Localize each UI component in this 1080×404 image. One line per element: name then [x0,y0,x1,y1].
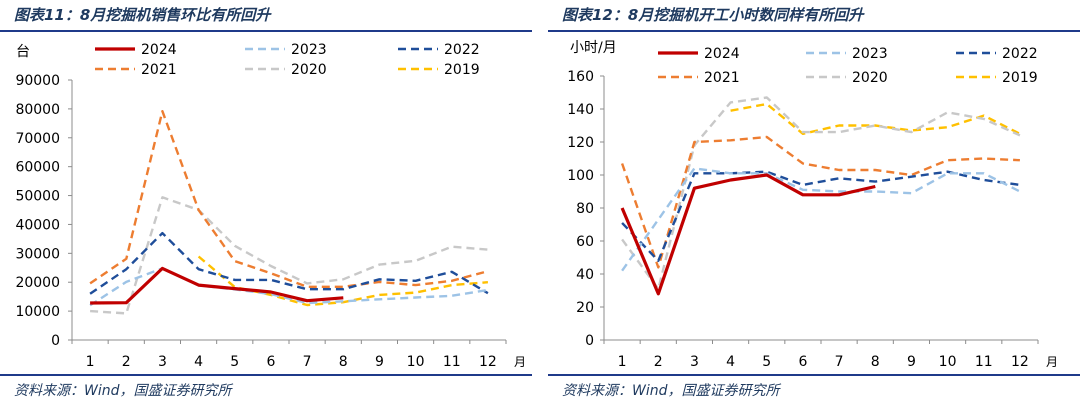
x-tick-label: 4 [194,354,203,370]
series-line-2020 [90,196,488,315]
x-tick-label: 10 [939,354,957,370]
legend-label-2019: 2019 [444,62,480,78]
y-tick-label: 70000 [15,131,60,147]
x-tick-label: 10 [407,354,425,370]
series-line-2019 [730,102,1021,136]
x-tick-label: 9 [375,354,384,370]
y-axis-label: 台 [16,44,30,60]
y-tick-label: 20000 [15,275,60,291]
y-tick-label: 40 [576,267,594,283]
y-tick-label: 10000 [15,304,60,320]
y-tick-label: 60 [576,234,594,250]
x-tick-label: 3 [158,354,167,370]
chart-panel-left: 图表11：8月挖掘机销售环比有所回升 0 10000 20000 30000 40000… [0,0,532,404]
legend-label-2022: 2022 [444,42,480,58]
y-tick-label: 160 [567,69,594,85]
y-tick-label: 100 [567,168,594,184]
x-tick-label: 1 [86,354,95,370]
x-tick-label: 5 [230,354,239,370]
y-tick-label: 60000 [15,160,60,176]
x-tick-label: 7 [835,354,844,370]
x-tick-label: 8 [339,354,348,370]
series-line-2024 [90,266,344,305]
source-rule [0,374,532,376]
x-tick-label: 11 [975,354,993,370]
x-tick-label: 11 [443,354,461,370]
legend-label-2021: 2021 [141,62,177,78]
x-tick-label: 8 [871,354,880,370]
legend-label-2023: 2023 [291,42,327,58]
y-tick-label: 20 [576,300,594,316]
y-tick-label: 40000 [15,217,60,233]
source-rule [548,374,1080,376]
panel-title: 图表11：8月挖掘机销售环比有所回升 [14,6,271,24]
y-tick-label: 80 [576,201,594,217]
y-tick-label: 90000 [15,73,60,89]
legend-label-2022: 2022 [1002,46,1038,62]
chart-panel-right: 图表12：8月挖掘机开工小时数同样有所回升 0 20 40 60 80 100 120 140… [548,0,1080,404]
source-note: 资料来源：Wind，国盛证券研究所 [562,383,780,399]
legend-label-2020: 2020 [291,62,327,78]
x-tick-label: 2 [122,354,131,370]
x-axis-label: 月 [1046,355,1058,369]
title-rule [548,30,1080,32]
x-tick-label: 7 [303,354,312,370]
series-line-2024 [620,173,876,296]
x-tick-label: 2 [654,354,663,370]
x-tick-label: 1 [618,354,627,370]
x-tick-label: 12 [479,354,497,370]
series-line-2021 [620,135,1020,269]
y-tick-label: 0 [51,333,60,349]
x-tick-label: 4 [726,354,735,370]
x-tick-label: 6 [798,354,807,370]
x-tick-label: 3 [690,354,699,370]
legend-label-2024: 2024 [141,42,177,58]
series-line-2020 [621,96,1021,291]
legend-label-2021: 2021 [704,70,740,86]
series-line-2023 [621,167,1021,272]
x-tick-label: 12 [1011,354,1029,370]
y-tick-label: 80000 [15,102,60,118]
y-tick-label: 30000 [15,246,60,262]
y-tick-label: 120 [567,135,594,151]
legend-label-2019: 2019 [1002,70,1038,86]
source-note: 资料来源：Wind，国盛证券研究所 [14,383,232,399]
title-rule [0,30,532,32]
y-tick-label: 50000 [15,189,60,205]
legend-label-2023: 2023 [852,46,888,62]
series-line-2021 [89,109,489,289]
legend-label-2020: 2020 [852,70,888,86]
line-chart-excavator-sales: 0 10000 20000 30000 40000 50000 60000 70000 8000… [15,42,526,370]
x-tick-label: 5 [762,354,771,370]
series-line-2023 [89,267,489,307]
y-axis-label: 小时/月 [570,40,617,56]
panel-title: 图表12：8月挖掘机开工小时数同样有所回升 [562,6,864,24]
series-line-2022 [89,231,489,295]
y-tick-label: 140 [567,102,594,118]
x-tick-label: 6 [266,354,275,370]
y-tick-label: 0 [585,333,594,349]
legend-label-2024: 2024 [704,46,740,62]
x-axis-label: 月 [514,355,526,369]
x-tick-label: 9 [907,354,916,370]
